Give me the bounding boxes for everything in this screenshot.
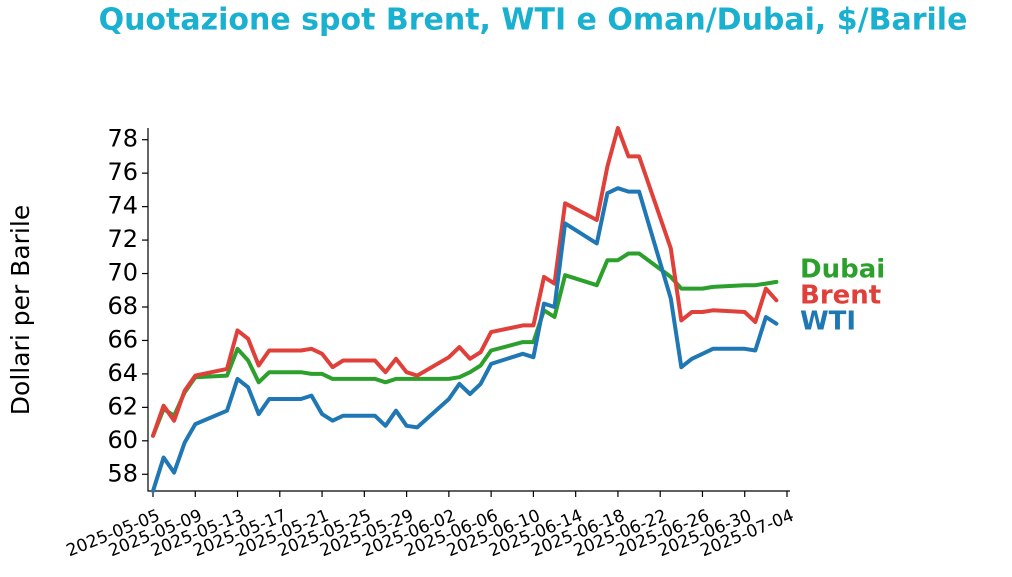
y-tick-label: 74 bbox=[107, 192, 138, 220]
legend-label: Brent bbox=[800, 281, 881, 311]
chart-title: Quotazione spot Brent, WTI e Oman/Dubai,… bbox=[99, 3, 968, 38]
y-tick-label: 60 bbox=[107, 426, 138, 454]
legend-label: WTI bbox=[800, 307, 856, 337]
y-tick-label: 76 bbox=[107, 158, 138, 186]
y-axis-label: Dollari per Barile bbox=[6, 205, 35, 415]
y-tick-label: 64 bbox=[107, 359, 138, 387]
axis-spine bbox=[147, 128, 790, 492]
y-tick-label: 66 bbox=[107, 325, 138, 353]
series-line bbox=[151, 126, 779, 438]
series-line bbox=[151, 186, 779, 493]
y-tick-label: 68 bbox=[107, 292, 138, 320]
legend-label: Dubai bbox=[800, 255, 885, 285]
y-tick-label: 58 bbox=[107, 459, 138, 487]
y-tick-label: 72 bbox=[107, 225, 138, 253]
y-tick-label: 70 bbox=[107, 259, 138, 287]
y-tick-label: 62 bbox=[107, 392, 138, 420]
series-line bbox=[151, 251, 779, 438]
y-tick-label: 78 bbox=[107, 125, 138, 153]
